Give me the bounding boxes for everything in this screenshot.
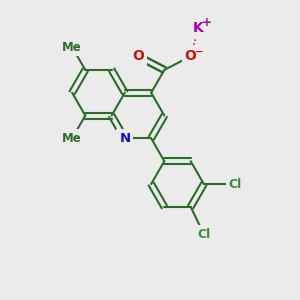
Text: Cl: Cl — [197, 228, 211, 241]
Text: −: − — [195, 47, 204, 57]
Text: Me: Me — [62, 132, 82, 145]
Text: Cl: Cl — [229, 178, 242, 190]
Text: O: O — [185, 49, 197, 63]
Text: O: O — [132, 49, 144, 63]
Text: N: N — [119, 132, 130, 145]
Text: +: + — [202, 16, 212, 29]
Text: Me: Me — [62, 40, 82, 54]
Text: K: K — [193, 21, 204, 35]
